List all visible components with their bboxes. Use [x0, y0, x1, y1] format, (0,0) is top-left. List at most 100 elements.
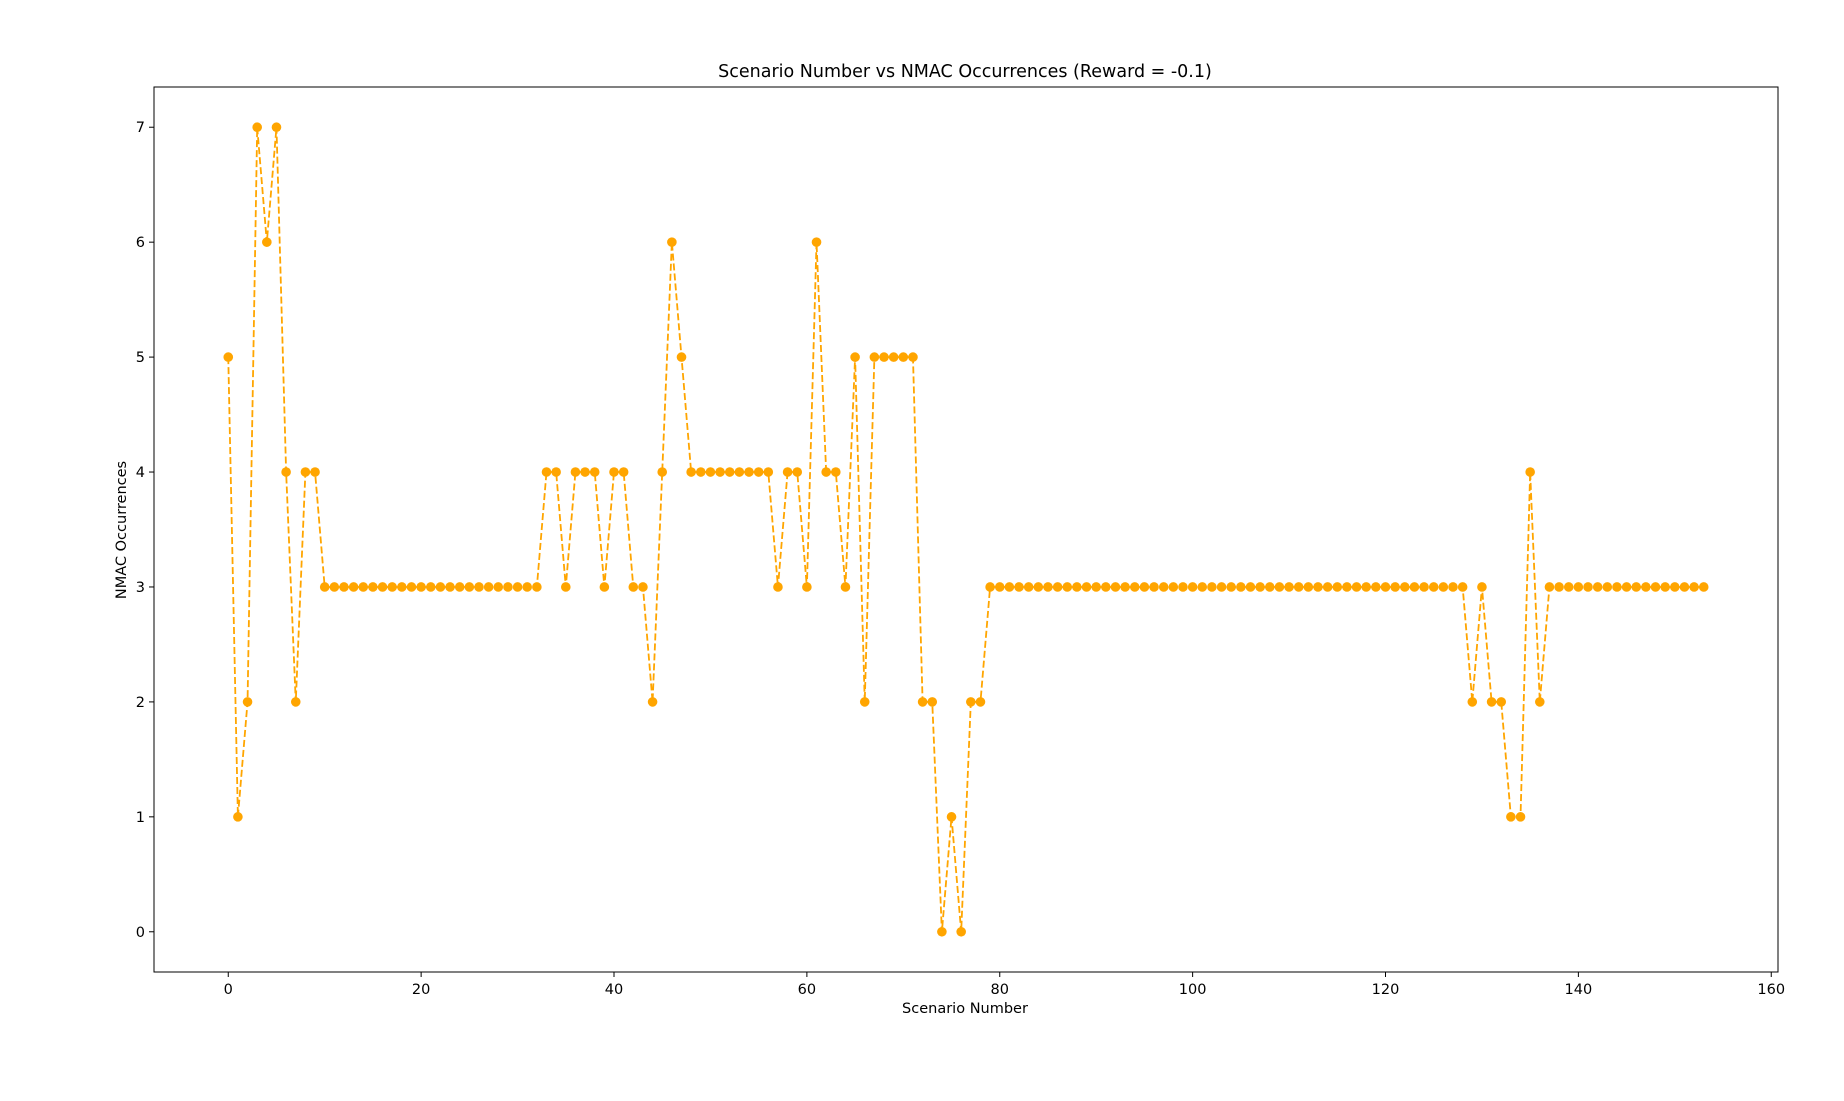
data-point	[1371, 582, 1381, 592]
data-point	[339, 582, 349, 592]
data-point	[1332, 582, 1343, 592]
data-point	[869, 352, 880, 362]
y-tick-label: 3	[136, 580, 145, 596]
data-point	[994, 582, 1005, 592]
axes-frame	[153, 86, 1779, 973]
data-point	[1670, 582, 1680, 592]
data-point	[223, 352, 234, 362]
data-point	[387, 582, 398, 592]
y-axis-label: NMAC Occurrences	[114, 461, 130, 599]
data-point	[628, 582, 639, 592]
data-point	[1650, 582, 1661, 592]
data-point	[262, 237, 272, 247]
data-point	[377, 582, 388, 592]
data-point	[1149, 582, 1159, 592]
data-point	[1380, 582, 1391, 592]
data-point	[493, 582, 504, 592]
data-point	[1698, 582, 1709, 592]
data-point	[319, 582, 330, 592]
data-point	[898, 352, 909, 362]
data-point	[1535, 697, 1545, 707]
data-point	[1612, 582, 1622, 592]
data-point	[474, 582, 484, 592]
data-point	[454, 582, 465, 592]
x-tick-label: 140	[1565, 982, 1593, 998]
data-point	[782, 467, 793, 477]
data-point	[1689, 582, 1699, 592]
data-point	[1245, 582, 1256, 592]
data-point	[850, 352, 860, 362]
data-point	[696, 467, 706, 477]
data-point	[618, 467, 629, 477]
data-point	[908, 352, 918, 362]
data-point	[1197, 582, 1208, 592]
data-point	[406, 582, 417, 592]
data-point	[1255, 582, 1265, 592]
data-point	[705, 467, 716, 477]
data-point	[946, 812, 957, 822]
data-point	[1390, 582, 1400, 592]
data-point	[1187, 582, 1198, 592]
data-point	[1506, 812, 1516, 822]
data-point	[1515, 812, 1526, 822]
data-point	[753, 467, 764, 477]
x-tick-label: 100	[1179, 982, 1207, 998]
data-point	[1641, 582, 1651, 592]
data-point	[831, 467, 841, 477]
data-point	[570, 467, 581, 477]
y-axis-ticks: 0 1 2 3 4 5 6 7	[136, 120, 154, 941]
data-point	[1072, 582, 1082, 592]
data-point	[724, 467, 735, 477]
x-tick-label: 40	[605, 982, 623, 998]
data-point	[1477, 582, 1487, 592]
data-point	[1554, 582, 1564, 592]
data-point	[956, 926, 966, 937]
data-point	[1448, 582, 1458, 592]
data-point	[763, 467, 774, 477]
data-point	[1573, 582, 1584, 592]
data-point	[348, 582, 359, 592]
data-point	[416, 582, 426, 592]
data-point	[1679, 582, 1690, 592]
data-point	[744, 467, 754, 477]
data-point	[773, 582, 783, 592]
data-point	[1274, 582, 1285, 592]
y-tick-label: 0	[136, 925, 145, 941]
series-line	[227, 127, 1704, 932]
data-point	[937, 926, 947, 937]
data-point	[551, 467, 561, 477]
data-point	[560, 582, 571, 592]
y-tick-label: 5	[136, 350, 145, 366]
data-point	[1303, 582, 1314, 592]
data-point	[329, 582, 340, 592]
data-point	[1004, 582, 1015, 592]
data-point	[1631, 582, 1642, 592]
data-point	[358, 582, 369, 592]
x-tick-label: 20	[412, 982, 430, 998]
x-axis-ticks: 0 20 40 60 80 100 120 140 160	[224, 972, 1785, 998]
data-point	[522, 582, 533, 592]
data-point	[859, 697, 870, 707]
x-tick-label: 60	[798, 982, 816, 998]
data-point	[792, 467, 803, 477]
data-point	[667, 237, 677, 247]
data-point	[290, 697, 301, 707]
data-point	[1264, 582, 1275, 592]
data-point	[368, 582, 378, 592]
data-point	[1081, 582, 1092, 592]
data-point	[1409, 582, 1420, 592]
chart-title: Scenario Number vs NMAC Occurrences (Rew…	[718, 62, 1212, 82]
data-point	[1583, 582, 1593, 592]
data-point	[271, 122, 282, 133]
data-point	[1438, 582, 1449, 592]
data-point	[966, 697, 976, 707]
data-point	[1062, 582, 1073, 592]
y-tick-label: 6	[136, 235, 145, 251]
data-point	[985, 582, 995, 592]
data-point	[1091, 582, 1101, 592]
y-tick-label: 4	[136, 465, 145, 481]
data-point	[589, 467, 600, 477]
data-point	[580, 467, 590, 477]
data-point	[1602, 582, 1613, 592]
